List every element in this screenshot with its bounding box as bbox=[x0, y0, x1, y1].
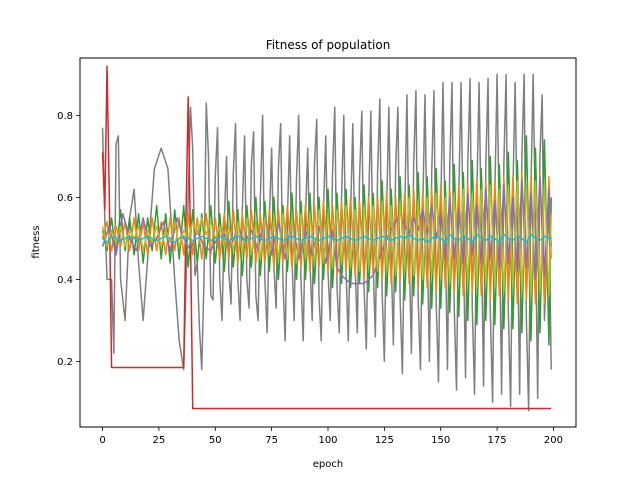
series-line-6 bbox=[101, 180, 552, 297]
chart-title: Fitness of population bbox=[266, 38, 391, 52]
series-line-7 bbox=[102, 233, 552, 244]
x-tick-label: 0 bbox=[99, 435, 105, 446]
axes-layer: 0 25 50 75 100 125 150 175 200 0.2 0.4 0.6 0.8 bbox=[57, 111, 563, 446]
x-tick-label: 200 bbox=[544, 435, 563, 446]
series-line-5 bbox=[101, 176, 552, 285]
y-axis-title: fitness bbox=[31, 225, 42, 258]
x-tick-label: 25 bbox=[153, 435, 166, 446]
plot-frame bbox=[79, 57, 577, 428]
x-tick-label: 125 bbox=[375, 435, 394, 446]
series-layer bbox=[101, 65, 552, 412]
y-tick-label: 0.4 bbox=[57, 275, 73, 286]
x-tick-label: 150 bbox=[431, 435, 450, 446]
x-tick-label: 175 bbox=[488, 435, 507, 446]
series-line-1 bbox=[101, 73, 552, 412]
x-axis-title: epoch bbox=[313, 459, 343, 470]
y-tick-label: 0.2 bbox=[57, 357, 73, 368]
y-tick-label: 0.6 bbox=[57, 193, 73, 204]
x-tick-label: 75 bbox=[265, 435, 278, 446]
x-tick-label: 100 bbox=[318, 435, 337, 446]
x-tick-label: 50 bbox=[209, 435, 222, 446]
series-line-2 bbox=[101, 65, 552, 410]
y-tick-label: 0.8 bbox=[57, 111, 73, 122]
